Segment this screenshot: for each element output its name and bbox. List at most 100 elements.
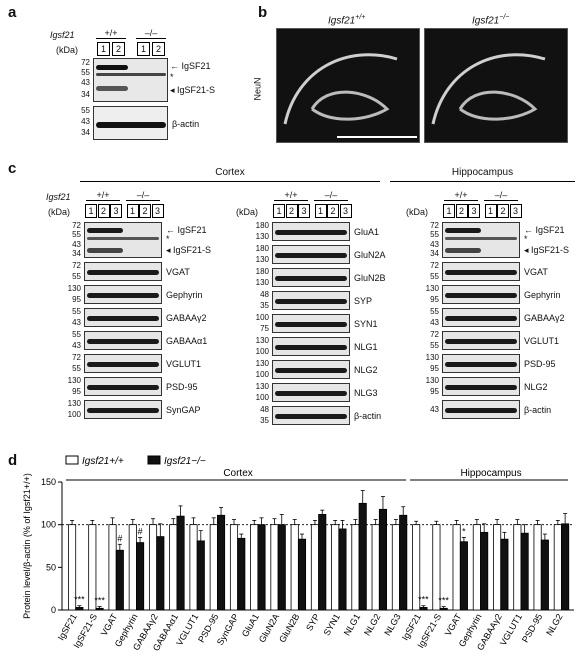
bar-wt: [88, 524, 97, 611]
bar-ko: [156, 536, 165, 611]
blot-band: [275, 345, 347, 350]
section-title: Cortex: [223, 468, 252, 479]
panel-c-letter: c: [8, 160, 17, 177]
panel-c-lane: 1: [273, 204, 285, 218]
blot-kda-tick: 130: [425, 376, 439, 386]
y-tick-label: 0: [51, 605, 56, 615]
blot-kda-tick: 100: [255, 393, 269, 402]
panel-c-kda: (kDa): [236, 207, 258, 217]
blot-label: SynGAP: [166, 404, 201, 415]
blot-label: Gephyrin: [166, 289, 203, 300]
blot-band: [275, 276, 347, 281]
bar-wt: [310, 524, 319, 611]
panel-a-label-asterisk: *: [170, 72, 174, 82]
blot-kda-tick: 48: [260, 290, 269, 299]
blot-kda-tick: 95: [430, 387, 439, 397]
panel-c-lane: 2: [285, 204, 298, 218]
bar-wt: [189, 524, 198, 611]
x-tick-label: NLG1: [342, 612, 362, 637]
x-tick-label: SYN1: [322, 612, 342, 637]
panel-c-lane: 1: [484, 204, 497, 218]
bar-wt: [472, 524, 481, 611]
bar-ko: [378, 508, 388, 611]
hippocampus-image-ko: [424, 28, 568, 143]
hippocampus-image-wt: [276, 28, 420, 143]
bar-ko: [75, 607, 84, 611]
blot-label: VGAT: [524, 266, 548, 277]
blot-igsf21: [84, 222, 162, 259]
panel-c-kda: (kDa): [406, 207, 428, 217]
blot-label: GluA1: [354, 226, 380, 237]
blot-kda-tick: 72: [72, 261, 81, 271]
panel-c-genotype-wt: +/+: [86, 190, 120, 201]
blot-syn1: [272, 314, 350, 333]
blot-gabaa-2: [84, 308, 162, 328]
blot-label: NLG3: [354, 387, 378, 398]
blot-label: ← IgSF21: [524, 225, 565, 235]
blot-band: [87, 237, 159, 240]
blot-kda-tick: 43: [72, 318, 81, 328]
bar-ko: [540, 539, 549, 611]
blot-label: NLG2: [524, 381, 548, 392]
bar-ko: [419, 607, 428, 611]
blot-gabaa-2: [442, 308, 520, 328]
panel-c-lane: 1: [85, 204, 97, 218]
bar-wt: [250, 524, 259, 611]
blot-kda-tick: 180: [255, 267, 269, 276]
panel-b-neun-label: NeuN: [252, 77, 263, 101]
panel-a-tick: 43: [81, 78, 90, 87]
blot-kda-tick: 95: [72, 295, 81, 305]
blot-band: [275, 299, 347, 304]
blot-kda-tick: 55: [430, 272, 439, 282]
bar-ko: [520, 532, 529, 611]
panel-a-tick: 72: [81, 58, 90, 67]
bar-chart-svg: 0 50 100 150 Protein level/β-actin (% of Igs…: [22, 455, 574, 653]
blot-kda-tick: 72: [72, 221, 81, 230]
blot-kda-tick: 130: [67, 399, 81, 409]
x-tick-label: NLG2: [362, 612, 382, 637]
blot-band: [275, 322, 347, 327]
panel-c-genotype-ko: –/–: [314, 190, 348, 201]
blot-band: [87, 228, 123, 233]
panel-c-hippo-title: Hippocampus: [451, 167, 514, 178]
panel-c-cortex-line: [80, 181, 380, 182]
blot-kda-tick: 100: [255, 347, 269, 356]
panel-c-lane: 3: [151, 204, 164, 218]
blot-band: [445, 408, 517, 414]
bar-ko: [459, 541, 468, 611]
bar-wt: [68, 524, 77, 611]
bar-wt: [452, 524, 461, 611]
blot-label: SYN1: [354, 318, 378, 329]
blot-label: NLG2: [354, 364, 378, 375]
bar-ko: [480, 531, 489, 611]
blot-band: [275, 253, 347, 258]
blot-label: ← IgSF21: [166, 225, 207, 235]
blot-band: [87, 248, 123, 253]
blot-kda-tick: 130: [255, 382, 269, 391]
legend-label-ko: Igsf21−/−: [164, 456, 206, 467]
blot-kda-tick: 100: [67, 410, 81, 420]
panel-a-genotype-wt: +/+: [96, 28, 126, 39]
legend-swatch-ko: [147, 455, 161, 465]
blot-label: PSD-95: [166, 381, 198, 392]
blot-syp: [272, 291, 350, 310]
panel-c-lane: 1: [126, 204, 139, 218]
blot-label: ◂ IgSF21-S: [524, 245, 570, 255]
significance-marker: #: [138, 526, 143, 536]
blot-band: [87, 316, 159, 322]
blot-band: [445, 316, 517, 322]
blot-label: SYP: [354, 295, 373, 306]
x-tick-label: NLG3: [382, 612, 402, 637]
x-tick-label: GluA1: [240, 612, 261, 639]
blot-kda-tick: 55: [72, 230, 81, 240]
bar-wt: [229, 524, 239, 611]
legend-swatch-wt: [65, 455, 79, 465]
blot--actin: [442, 400, 520, 420]
blot-band: [275, 368, 347, 373]
blot-kda-tick: 55: [72, 330, 81, 340]
blot-kda-tick: 130: [425, 353, 439, 363]
blot-vgat: [442, 262, 520, 282]
panel-c-genotype-wt: +/+: [444, 190, 478, 201]
blot-kda-tick: 180: [255, 221, 269, 230]
panel-c-genotype-wt: +/+: [274, 190, 308, 201]
